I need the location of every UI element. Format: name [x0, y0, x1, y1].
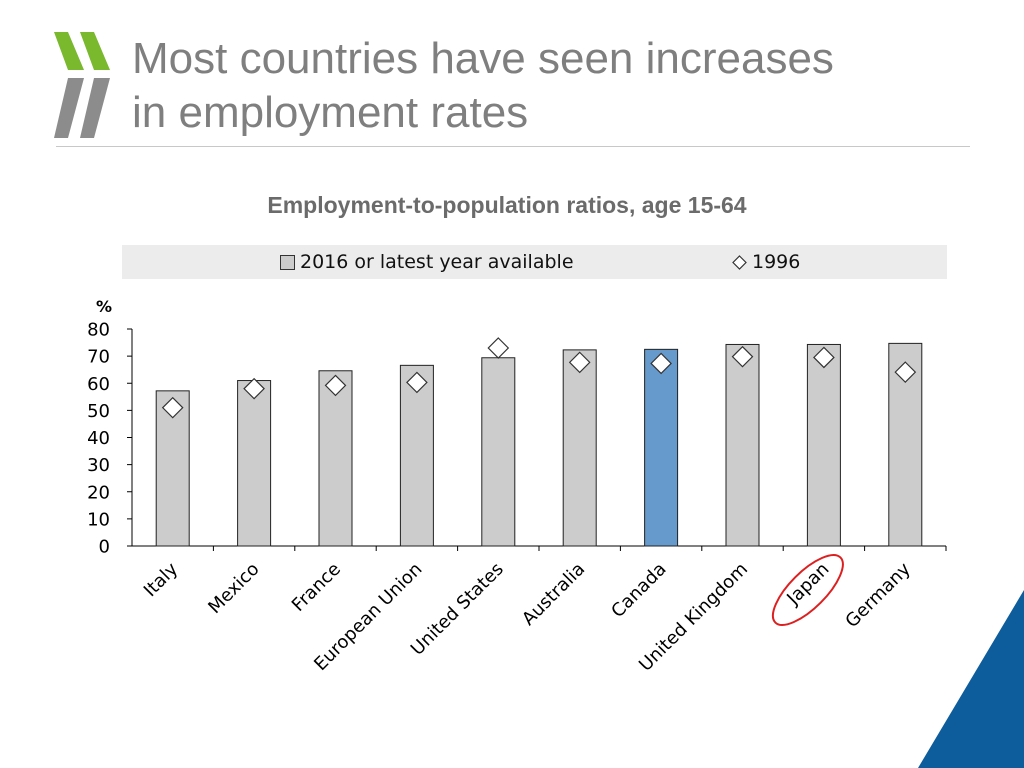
y-tick-label: 30 [87, 455, 110, 476]
legend-item-1996: 1996 [732, 245, 800, 279]
y-tick-label: 20 [87, 482, 110, 503]
marker-1996 [813, 346, 835, 369]
bar [399, 364, 434, 547]
legend-item-2016: 2016 or latest year available [280, 245, 574, 279]
marker-1996 [324, 374, 347, 397]
legend-label-2016: 2016 or latest year available [300, 251, 574, 273]
chart-title: Employment-to-population ratios, age 15-… [267, 192, 747, 218]
bar [644, 348, 679, 547]
legend-square-icon [280, 254, 295, 270]
y-axis-unit-label: % [96, 297, 112, 316]
bar [481, 357, 516, 547]
y-tick-label: 0 [99, 537, 110, 558]
x-tick-label: Italy [140, 558, 183, 601]
bar [155, 390, 190, 547]
bar [562, 349, 597, 547]
x-tick-label: France [288, 559, 345, 616]
slide-title-line-2: in employment rates [132, 88, 529, 137]
y-tick-label: 40 [87, 428, 110, 449]
title-divider [56, 146, 970, 147]
x-tick-label: Australia [518, 559, 589, 630]
x-tick-label: Canada [607, 559, 670, 622]
bar [806, 343, 841, 547]
marker-1996 [894, 361, 917, 383]
legend-label-1996: 1996 [752, 251, 801, 273]
slide-title: Most countries have seen increases in em… [132, 32, 972, 140]
marker-1996 [487, 337, 510, 359]
marker-1996 [568, 351, 591, 374]
oecd-logo-icon [54, 32, 110, 138]
marker-1996 [406, 371, 428, 394]
slide-title-line-1: Most countries have seen increases [132, 34, 834, 83]
y-tick-label: 80 [87, 320, 110, 341]
bar [318, 370, 353, 547]
x-tick-label: Mexico [204, 559, 263, 618]
marker-1996 [161, 396, 184, 419]
legend-diamond-icon [732, 254, 747, 270]
marker-1996 [731, 345, 754, 368]
bar [237, 380, 272, 547]
highlight-circle [771, 554, 844, 626]
bar [725, 343, 760, 547]
y-tick-label: 60 [87, 374, 110, 395]
marker-1996 [243, 377, 265, 400]
chart-legend: 2016 or latest year available 1996 [122, 245, 947, 279]
marker-1996 [650, 352, 672, 375]
y-tick-label: 10 [87, 509, 110, 530]
y-tick-label: 70 [87, 347, 110, 368]
y-tick-label: 50 [87, 401, 110, 422]
corner-decoration [918, 590, 1024, 768]
